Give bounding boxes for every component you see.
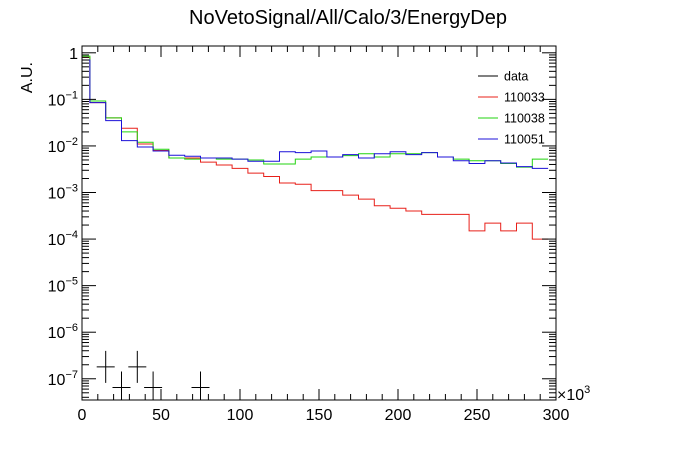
legend-label: data	[504, 70, 528, 84]
chart-title: NoVetoSignal/All/Calo/3/EnergyDep	[189, 7, 507, 29]
y-axis-label: A.U.	[19, 62, 36, 93]
series-110051	[82, 59, 549, 169]
legend-entry: 110051	[478, 133, 545, 147]
x-tick-label: 200	[385, 407, 412, 424]
y-tick-label: 1	[69, 46, 78, 63]
legend-label: 110033	[504, 91, 545, 105]
legend-entry: 110038	[478, 112, 545, 126]
legend-entry: data	[478, 70, 528, 84]
legend-entry: 110033	[478, 91, 545, 105]
y-tick-label: 10−1	[48, 89, 78, 109]
legend-label: 110038	[504, 112, 545, 126]
series-line-110033	[82, 56, 549, 240]
data-point	[128, 350, 147, 383]
y-tick-label: 10−5	[48, 276, 78, 296]
x-tick-label: 250	[464, 407, 491, 424]
series-110038	[82, 55, 549, 168]
series-line-110038	[82, 55, 549, 168]
y-tick-label: 10−7	[48, 369, 78, 389]
data-point	[112, 371, 131, 400]
data-point	[191, 371, 210, 400]
data-point	[96, 350, 115, 383]
legend-label: 110051	[504, 133, 545, 147]
x-axis-multiplier: ×103	[557, 384, 590, 404]
y-tick-label: 10−3	[48, 183, 78, 203]
y-tick-label: 10−4	[48, 229, 78, 249]
series-data	[96, 350, 210, 400]
x-tick-label: 0	[78, 407, 87, 424]
y-tick-label: 10−6	[48, 322, 78, 342]
x-tick-label: 300	[543, 407, 570, 424]
data-point	[144, 371, 163, 400]
x-tick-label: 150	[306, 407, 333, 424]
series-line-110051	[82, 59, 549, 169]
series-110033	[82, 56, 549, 240]
x-tick-label: 100	[227, 407, 254, 424]
x-tick-label: 50	[152, 407, 170, 424]
y-tick-label: 10−2	[48, 136, 78, 156]
